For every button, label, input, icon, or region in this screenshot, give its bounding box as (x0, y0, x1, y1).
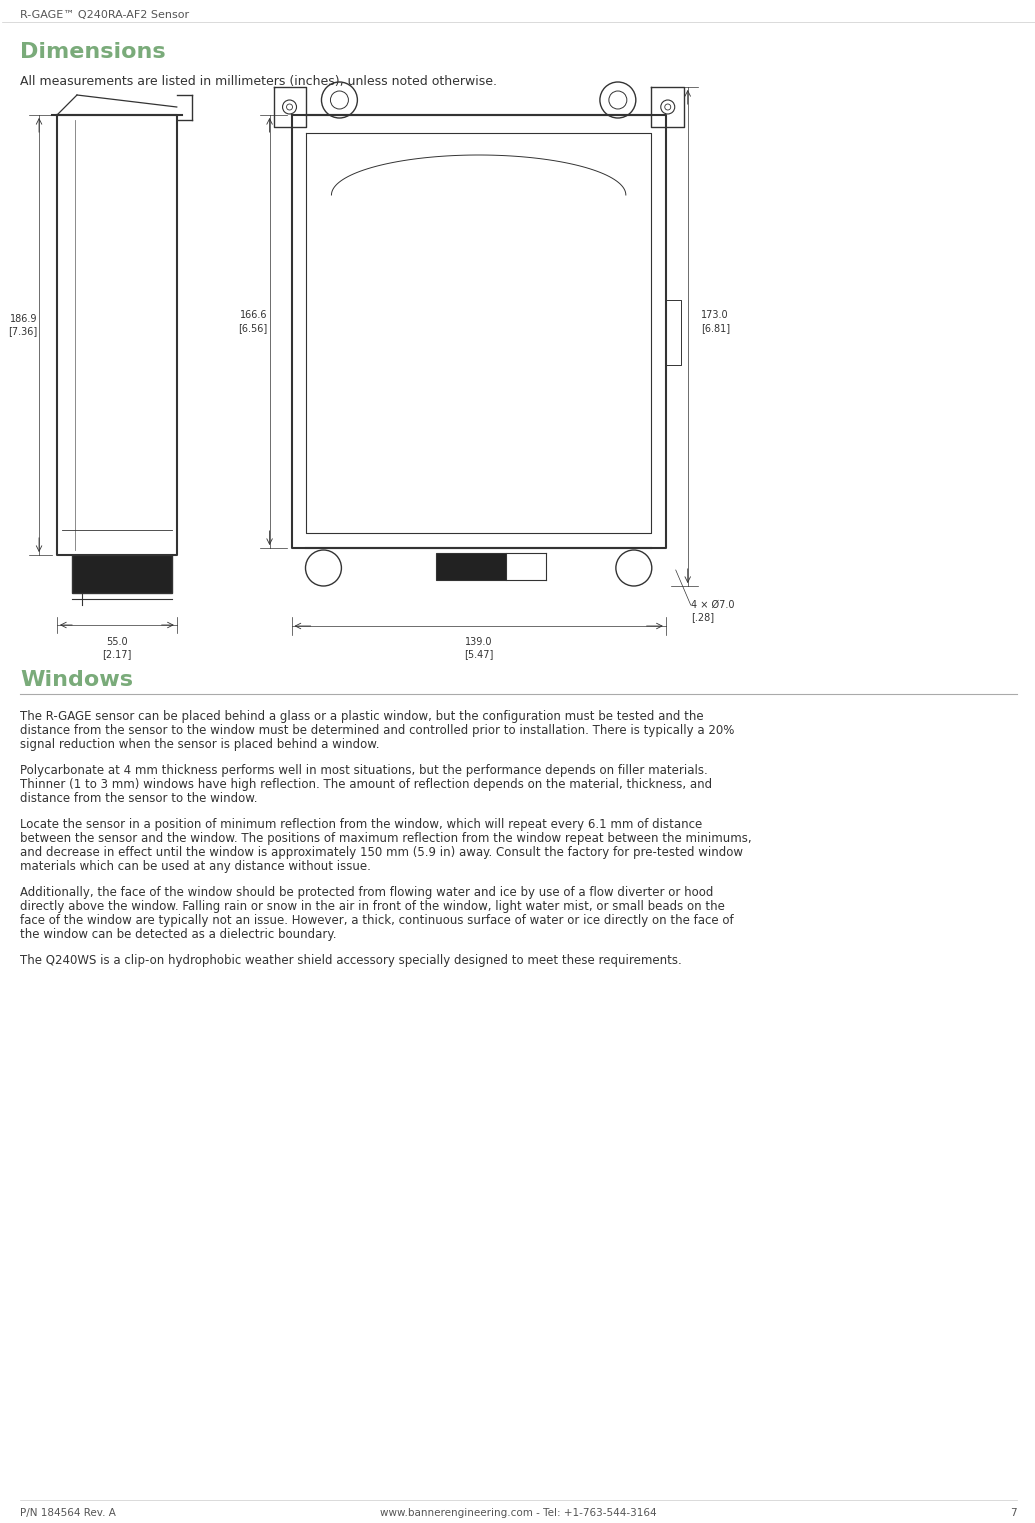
Text: Polycarbonate at 4 mm thickness performs well in most situations, but the perfor: Polycarbonate at 4 mm thickness performs… (20, 765, 708, 777)
Text: the window can be detected as a dielectric boundary.: the window can be detected as a dielectr… (20, 928, 336, 941)
Text: and decrease in effect until the window is approximately 150 mm (5.9 in) away. C: and decrease in effect until the window … (20, 845, 743, 859)
Text: face of the window are typically not an issue. However, a thick, continuous surf: face of the window are typically not an … (20, 914, 734, 928)
Text: Locate the sensor in a position of minimum reflection from the window, which wil: Locate the sensor in a position of minim… (20, 818, 703, 832)
Text: 55.0
[2.17]: 55.0 [2.17] (102, 637, 131, 659)
Bar (436, 553, 506, 580)
Text: Dimensions: Dimensions (20, 43, 166, 62)
Text: distance from the sensor to the window must be determined and controlled prior t: distance from the sensor to the window m… (20, 723, 735, 737)
Text: materials which can be used at any distance without issue.: materials which can be used at any dista… (20, 860, 371, 873)
Text: between the sensor and the window. The positions of maximum reflection from the : between the sensor and the window. The p… (20, 832, 751, 845)
Text: Windows: Windows (20, 670, 134, 690)
Text: 139.0
[5.47]: 139.0 [5.47] (464, 637, 494, 659)
Text: signal reduction when the sensor is placed behind a window.: signal reduction when the sensor is plac… (20, 739, 380, 751)
Text: R-GAGE™ Q240RA-AF2 Sensor: R-GAGE™ Q240RA-AF2 Sensor (20, 11, 189, 20)
Text: P/N 184564 Rev. A: P/N 184564 Rev. A (20, 1508, 116, 1518)
Text: distance from the sensor to the window.: distance from the sensor to the window. (20, 792, 258, 806)
Text: 186.9
[7.36]: 186.9 [7.36] (8, 314, 37, 337)
Bar (72, 554, 172, 592)
Text: directly above the window. Falling rain or snow in the air in front of the windo: directly above the window. Falling rain … (20, 900, 724, 912)
Text: All measurements are listed in millimeters (inches), unless noted otherwise.: All measurements are listed in millimete… (20, 75, 497, 88)
Text: Thinner (1 to 3 mm) windows have high reflection. The amount of reflection depen: Thinner (1 to 3 mm) windows have high re… (20, 778, 712, 790)
Text: 166.6
[6.56]: 166.6 [6.56] (238, 311, 268, 332)
Text: Additionally, the face of the window should be protected from flowing water and : Additionally, the face of the window sho… (20, 886, 713, 899)
Text: 4 × Ø7.0
[.28]: 4 × Ø7.0 [.28] (690, 600, 734, 623)
Text: The R-GAGE sensor can be placed behind a glass or a plastic window, but the conf: The R-GAGE sensor can be placed behind a… (20, 710, 704, 723)
Text: www.bannerengineering.com - Tel: +1-763-544-3164: www.bannerengineering.com - Tel: +1-763-… (380, 1508, 656, 1518)
Text: 7: 7 (1010, 1508, 1017, 1518)
Text: The Q240WS is a clip-on hydrophobic weather shield accessory specially designed : The Q240WS is a clip-on hydrophobic weat… (20, 953, 682, 967)
Text: 173.0
[6.81]: 173.0 [6.81] (701, 311, 730, 332)
